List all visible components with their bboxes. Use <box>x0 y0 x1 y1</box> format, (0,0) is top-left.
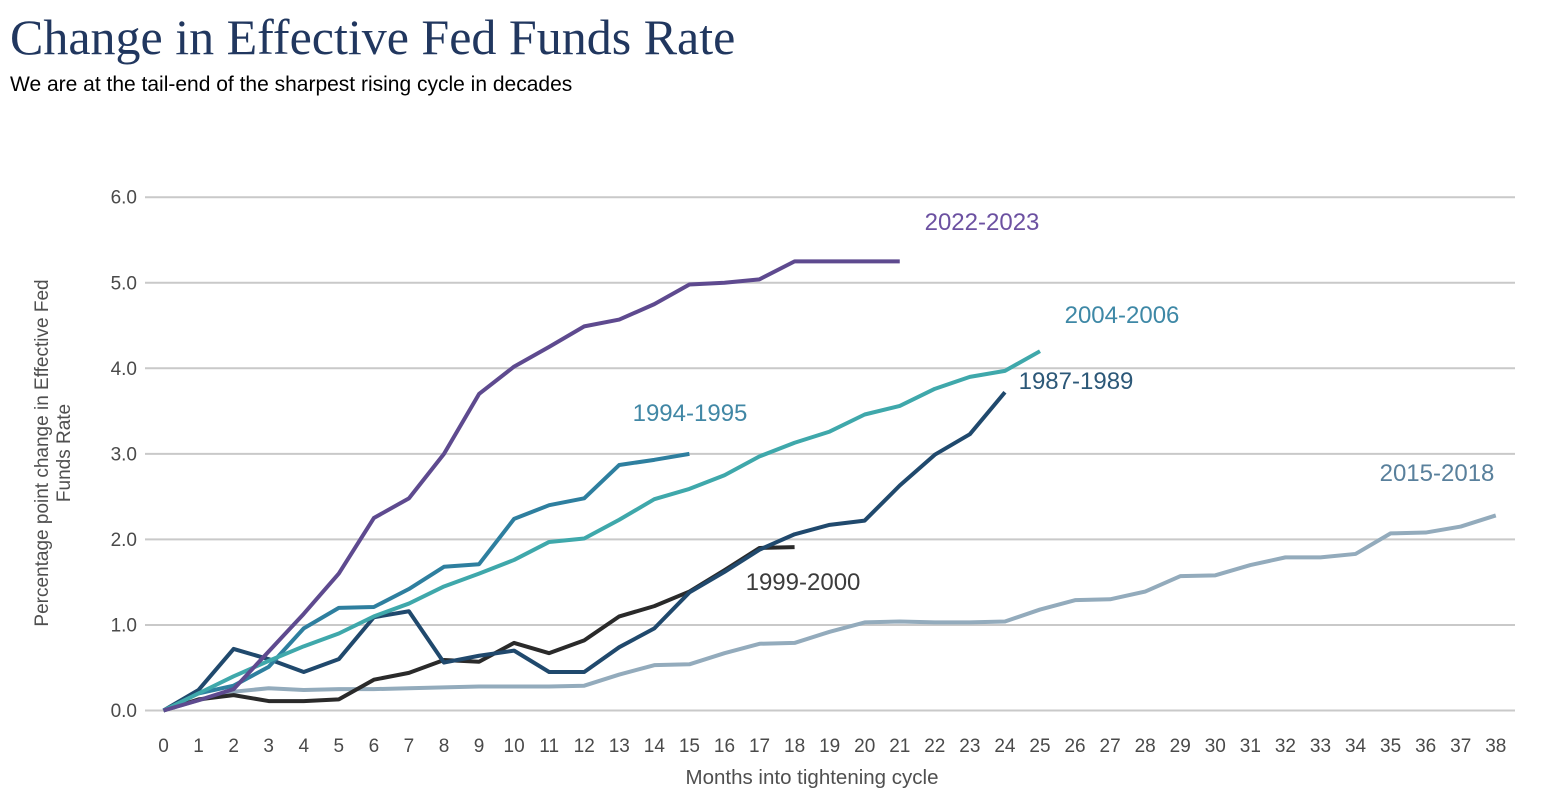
x-tick-label: 29 <box>1170 736 1191 757</box>
x-tick-label: 10 <box>504 736 525 757</box>
x-tick-label: 25 <box>1029 736 1050 757</box>
series-label-1994-1995: 1994-1995 <box>633 400 748 427</box>
x-tick-label: 12 <box>574 736 595 757</box>
x-tick-label: 30 <box>1205 736 1226 757</box>
x-tick-label: 38 <box>1485 736 1506 757</box>
series-line-2015-2018 <box>162 513 1497 713</box>
x-tick-label: 32 <box>1275 736 1296 757</box>
x-tick-label: 15 <box>679 736 700 757</box>
y-tick-label: 2.0 <box>111 530 137 551</box>
x-tick-label: 3 <box>263 736 274 757</box>
x-tick-label: 22 <box>924 736 945 757</box>
x-tick-label: 2 <box>228 736 239 757</box>
series-line-2022-2023 <box>162 259 900 713</box>
x-tick-label: 35 <box>1380 736 1401 757</box>
page-title: Change in Effective Fed Funds Rate <box>10 9 736 65</box>
x-tick-label: 11 <box>539 736 559 757</box>
x-tick-label: 24 <box>994 736 1016 757</box>
x-tick-label: 13 <box>609 736 630 757</box>
x-tick-label: 28 <box>1135 736 1156 757</box>
x-tick-label: 31 <box>1240 736 1261 757</box>
series-label-1999-2000: 1999-2000 <box>746 569 861 596</box>
x-tick-label: 16 <box>714 736 735 757</box>
x-tick-label: 17 <box>749 736 770 757</box>
x-tick-label: 0 <box>158 736 169 757</box>
y-tick-label: 6.0 <box>111 188 137 209</box>
x-tick-label: 23 <box>959 736 980 757</box>
x-tick-label: 37 <box>1450 736 1471 757</box>
x-tick-label: 4 <box>298 736 309 757</box>
x-tick-label: 34 <box>1345 736 1367 757</box>
page-subtitle: We are at the tail-end of the sharpest r… <box>10 73 573 96</box>
series-line-1987-1989 <box>162 390 1007 713</box>
x-tick-label: 36 <box>1415 736 1436 757</box>
series-line-1994-1995 <box>162 451 690 713</box>
x-tick-label: 8 <box>439 736 450 757</box>
x-tick-label: 20 <box>854 736 875 757</box>
x-tick-label: 6 <box>369 736 380 757</box>
series-line-2004-2006 <box>162 349 1041 713</box>
x-tick-label: 21 <box>889 736 910 757</box>
x-tick-label: 19 <box>819 736 840 757</box>
x-tick-label: 33 <box>1310 736 1331 757</box>
y-tick-label: 4.0 <box>111 359 137 380</box>
x-tick-label: 18 <box>784 736 805 757</box>
series-label-2022-2023: 2022-2023 <box>925 209 1040 236</box>
x-tick-label: 7 <box>404 736 415 757</box>
series-label-1987-1989: 1987-1989 <box>1019 368 1134 395</box>
x-tick-label: 27 <box>1100 736 1121 757</box>
y-tick-label: 0.0 <box>111 701 137 722</box>
series-label-2015-2018: 2015-2018 <box>1380 460 1495 487</box>
x-tick-label: 26 <box>1064 736 1085 757</box>
x-axis-title: Months into tightening cycle <box>686 766 939 789</box>
x-tick-label: 14 <box>644 736 666 757</box>
x-tick-label: 9 <box>474 736 485 757</box>
series-label-2004-2006: 2004-2006 <box>1065 302 1180 329</box>
x-tick-label: 1 <box>193 736 204 757</box>
y-axis-title: Percentage point change in Effective Fed… <box>32 279 75 626</box>
y-tick-label: 5.0 <box>111 273 137 294</box>
x-tick-label: 5 <box>334 736 345 757</box>
y-tick-label: 3.0 <box>111 444 137 465</box>
y-tick-label: 1.0 <box>111 615 137 636</box>
